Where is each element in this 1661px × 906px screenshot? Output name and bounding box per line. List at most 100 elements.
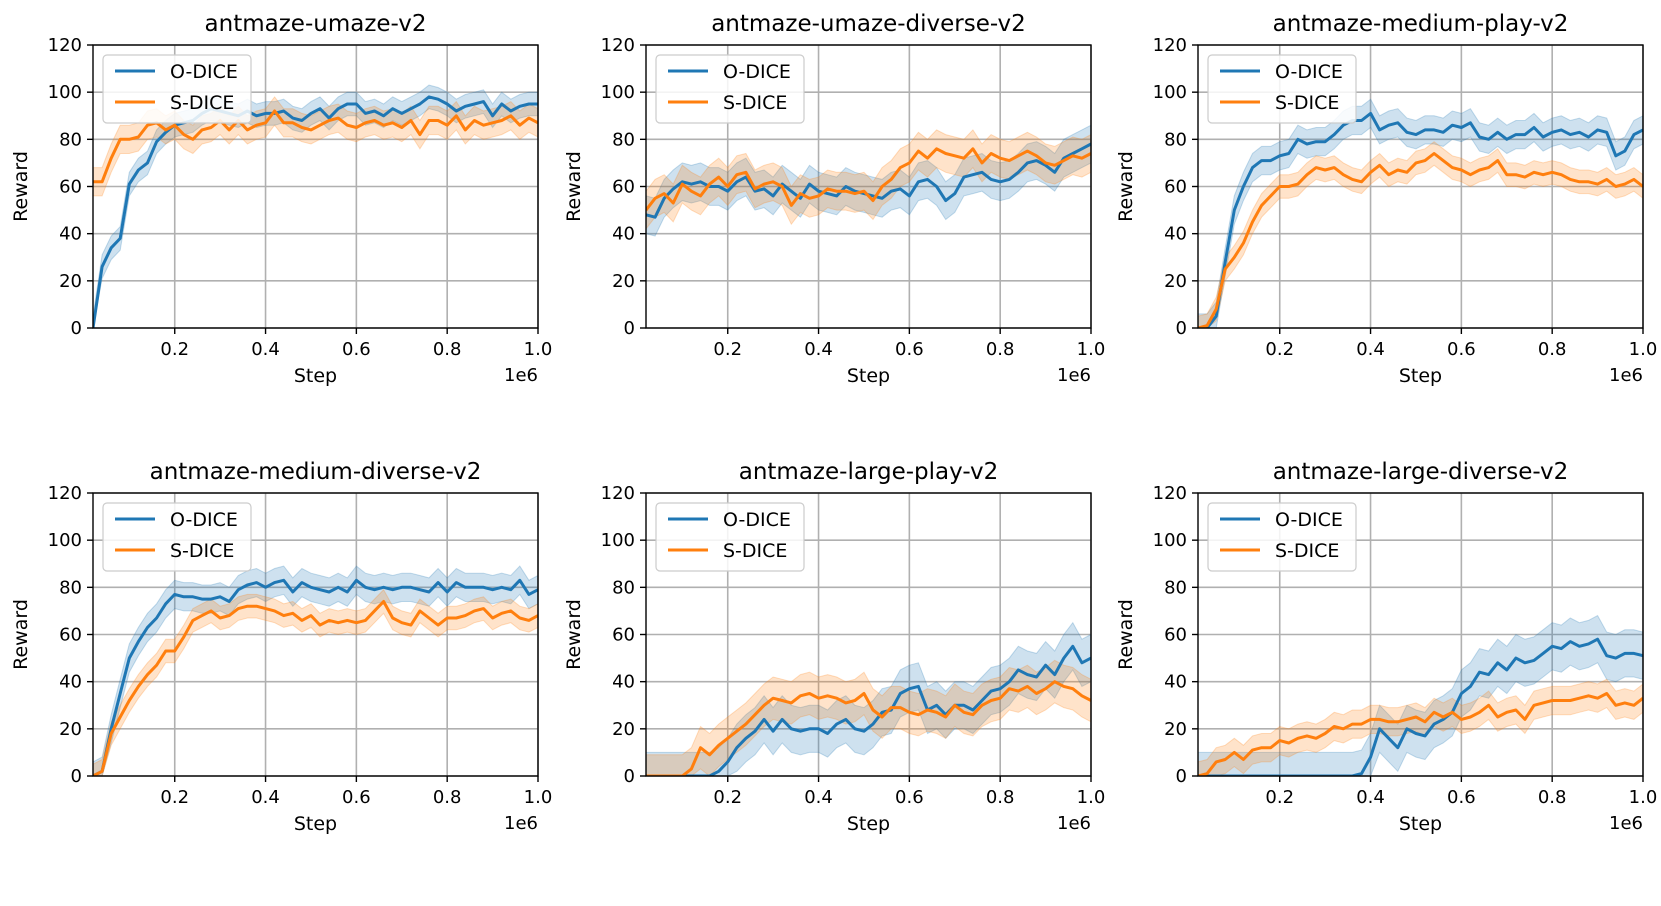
confidence-band-o-dice [646,124,1091,237]
series-line-s-dice [93,600,538,776]
legend-label: O-DICE [170,61,238,83]
legend-label: O-DICE [170,509,238,531]
y-tick-label: 40 [612,224,635,245]
legend: O-DICE S-DICE [1207,54,1357,124]
y-tick-label: 80 [59,129,82,150]
x-tick-label: 0.6 [895,339,924,360]
y-tick-label: 0 [1176,766,1187,787]
legend: O-DICE S-DICE [655,54,805,124]
x-multiplier-label: 1e6 [1609,365,1643,386]
y-tick-label: 60 [1164,625,1187,646]
x-tick-label: 0.6 [1447,787,1476,808]
y-tick-label: 120 [601,483,635,504]
subplot-5: 0.2 0.4 0.6 0.8 1.0 0 20 40 60 80 100 120 antmaze-la… [1115,459,1657,835]
y-tick-label: 100 [48,82,82,103]
x-tick-label: 0.4 [1356,339,1385,360]
x-axis-label: Step [294,813,337,835]
y-tick-label: 40 [59,224,82,245]
chart-title: antmaze-umaze-diverse-v2 [711,11,1026,37]
x-tick-label: 0.8 [986,339,1015,360]
x-axis-label: Step [847,813,890,835]
confidence-band-o-dice [1198,614,1643,776]
x-tick-label: 0.8 [1538,339,1567,360]
y-tick-label: 60 [59,625,82,646]
y-tick-label: 120 [1153,35,1187,56]
y-tick-label: 20 [1164,271,1187,292]
confidence-band-s-dice [1198,141,1643,328]
x-tick-label: 0.8 [433,339,462,360]
x-multiplier-label: 1e6 [1609,813,1643,834]
y-tick-label: 80 [612,577,635,598]
y-tick-label: 20 [59,271,82,292]
y-tick-label: 0 [624,766,635,787]
legend-label: O-DICE [723,509,791,531]
y-tick-label: 80 [59,577,82,598]
x-tick-label: 0.2 [1265,339,1294,360]
x-tick-label: 1.0 [1629,787,1658,808]
y-tick-label: 100 [601,82,635,103]
confidence-band-s-dice [93,588,538,776]
subplot-2: 0.2 0.4 0.6 0.8 1.0 0 20 40 60 80 100 120 antmaze-me… [1115,11,1657,387]
series-group [646,124,1091,237]
y-tick-label: 40 [1164,672,1187,693]
y-tick-label: 120 [48,35,82,56]
legend-label: O-DICE [1275,61,1343,83]
series-line-s-dice [1198,692,1643,776]
series-group [646,621,1091,776]
confidence-band-s-dice [646,129,1091,230]
y-axis-label: Reward [563,151,585,222]
legend: O-DICE S-DICE [102,54,252,124]
y-axis-label: Reward [563,599,585,670]
y-tick-label: 100 [1153,530,1187,551]
y-tick-label: 40 [1164,224,1187,245]
y-tick-label: 80 [612,129,635,150]
legend-label: S-DICE [1275,92,1339,114]
x-tick-label: 0.2 [1265,787,1294,808]
x-multiplier-label: 1e6 [1057,813,1091,834]
series-line-s-dice [646,680,1091,776]
legend-label: S-DICE [170,92,234,114]
y-tick-label: 60 [59,177,82,198]
x-tick-label: 0.6 [342,339,371,360]
series-line-o-dice [1198,637,1643,776]
y-tick-label: 120 [1153,483,1187,504]
x-tick-label: 1.0 [1077,339,1106,360]
x-tick-label: 1.0 [524,339,553,360]
confidence-band-s-dice [646,659,1091,776]
x-tick-label: 0.4 [251,787,280,808]
x-tick-label: 0.4 [1356,787,1385,808]
y-tick-label: 100 [48,530,82,551]
y-tick-label: 60 [612,625,635,646]
x-axis-label: Step [847,365,890,387]
x-tick-label: 0.6 [342,787,371,808]
subplot-0: 0.2 0.4 0.6 0.8 1.0 0 20 40 60 80 100 120 antmaze-um… [10,11,552,387]
x-multiplier-label: 1e6 [504,365,538,386]
x-tick-label: 0.2 [713,339,742,360]
x-axis-label: Step [1399,365,1442,387]
y-tick-label: 20 [612,719,635,740]
subplot-1: 0.2 0.4 0.6 0.8 1.0 0 20 40 60 80 100 120 antmaze-um… [563,11,1105,387]
y-tick-label: 100 [1153,82,1187,103]
y-tick-label: 60 [612,177,635,198]
y-tick-label: 0 [1176,318,1187,339]
legend-label: O-DICE [1275,509,1343,531]
legend: O-DICE S-DICE [655,502,805,572]
x-tick-label: 0.4 [804,787,833,808]
x-tick-label: 1.0 [1629,339,1658,360]
y-axis-label: Reward [10,151,32,222]
confidence-band-o-dice [93,565,538,776]
y-tick-label: 0 [71,766,82,787]
legend-label: O-DICE [723,61,791,83]
y-axis-label: Reward [1115,151,1137,222]
subplot-4: 0.2 0.4 0.6 0.8 1.0 0 20 40 60 80 100 120 antmaze-la… [563,459,1105,835]
series-line-o-dice [93,95,538,328]
confidence-band-s-dice [1198,678,1643,776]
y-axis-label: Reward [1115,599,1137,670]
x-tick-label: 0.6 [895,787,924,808]
x-multiplier-label: 1e6 [1057,365,1091,386]
x-tick-label: 0.6 [1447,339,1476,360]
series-line-o-dice [1198,111,1643,328]
x-tick-label: 0.2 [160,787,189,808]
confidence-band-o-dice [646,621,1091,776]
